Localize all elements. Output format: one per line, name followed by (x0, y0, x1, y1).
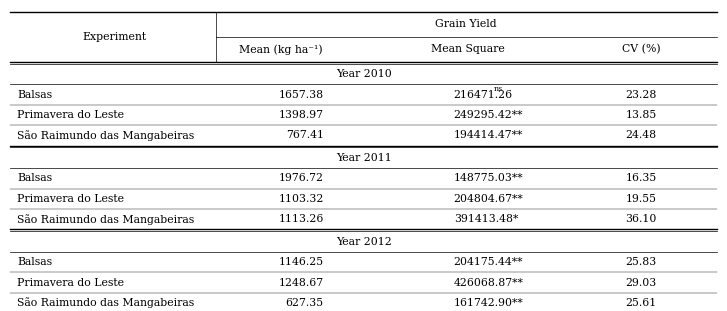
Text: 249295.42**: 249295.42** (454, 110, 523, 120)
Text: 24.48: 24.48 (626, 130, 656, 140)
Text: 1103.32: 1103.32 (278, 194, 324, 204)
Text: ns: ns (494, 85, 503, 93)
Text: 204804.67**: 204804.67** (454, 194, 523, 204)
Text: São Raimundo das Mangabeiras: São Raimundo das Mangabeiras (17, 214, 194, 225)
Text: 161742.90**: 161742.90** (454, 298, 523, 308)
Text: 426068.87**: 426068.87** (454, 278, 523, 288)
Text: Grain Yield: Grain Yield (435, 20, 497, 30)
Text: CV (%): CV (%) (622, 44, 661, 55)
Text: 1248.67: 1248.67 (278, 278, 324, 288)
Text: 25.83: 25.83 (626, 257, 657, 267)
Text: 391413.48*: 391413.48* (454, 214, 518, 224)
Text: Balsas: Balsas (17, 174, 52, 183)
Text: 1976.72: 1976.72 (279, 174, 324, 183)
Text: 204175.44**: 204175.44** (454, 257, 523, 267)
Text: São Raimundo das Mangabeiras: São Raimundo das Mangabeiras (17, 130, 194, 141)
Text: 1113.26: 1113.26 (278, 214, 324, 224)
Text: Primavera do Leste: Primavera do Leste (17, 278, 124, 288)
Text: 25.61: 25.61 (626, 298, 657, 308)
Text: 767.41: 767.41 (286, 130, 324, 140)
Text: 19.55: 19.55 (626, 194, 656, 204)
Text: 1657.38: 1657.38 (278, 90, 324, 100)
Text: Year 2010: Year 2010 (336, 69, 391, 79)
Text: Year 2011: Year 2011 (336, 153, 391, 163)
Text: Year 2012: Year 2012 (336, 237, 391, 247)
Text: Mean (kg ha⁻¹): Mean (kg ha⁻¹) (238, 44, 322, 55)
Text: Primavera do Leste: Primavera do Leste (17, 110, 124, 120)
Text: São Raimundo das Mangabeiras: São Raimundo das Mangabeiras (17, 298, 194, 309)
Text: Mean Square: Mean Square (431, 44, 505, 54)
Text: Balsas: Balsas (17, 90, 52, 100)
Text: 29.03: 29.03 (626, 278, 657, 288)
Text: Primavera do Leste: Primavera do Leste (17, 194, 124, 204)
Text: 1146.25: 1146.25 (278, 257, 324, 267)
Text: 148775.03**: 148775.03** (454, 174, 523, 183)
Text: 36.10: 36.10 (625, 214, 657, 224)
Text: 194414.47**: 194414.47** (454, 130, 523, 140)
Text: 13.85: 13.85 (626, 110, 657, 120)
Text: Balsas: Balsas (17, 257, 52, 267)
Text: 1398.97: 1398.97 (279, 110, 324, 120)
Text: 627.35: 627.35 (286, 298, 324, 308)
Text: 23.28: 23.28 (625, 90, 657, 100)
Text: 216471.26: 216471.26 (454, 90, 513, 100)
Text: Experiment: Experiment (83, 32, 147, 42)
Text: 16.35: 16.35 (626, 174, 657, 183)
